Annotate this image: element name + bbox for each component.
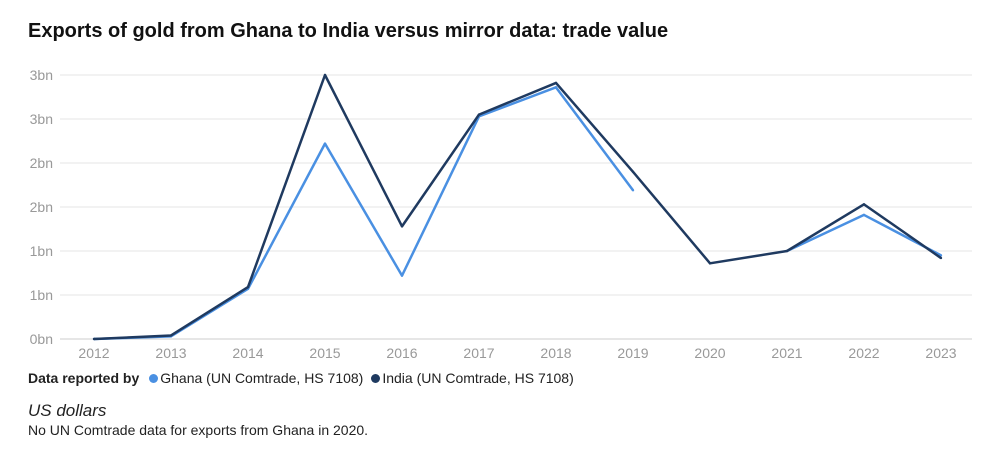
x-tick-label: 2021: [771, 345, 802, 361]
y-tick-label: 3bn: [30, 111, 53, 127]
chart-note: No UN Comtrade data for exports from Gha…: [28, 422, 369, 438]
data-point: [939, 256, 943, 260]
x-tick-label: 2016: [386, 345, 417, 361]
legend-dot: [371, 373, 381, 383]
x-tick-label: 2019: [617, 345, 648, 361]
data-point: [554, 86, 558, 89]
x-tick-label: 2023: [925, 345, 956, 361]
legend: Data reported by Ghana (UN Comtrade, HS …: [28, 370, 578, 386]
data-point: [400, 274, 404, 277]
data-point: [631, 170, 635, 173]
data-point: [323, 142, 327, 145]
data-point: [554, 81, 558, 85]
data-point: [785, 249, 789, 253]
y-tick-label: 1bn: [30, 243, 53, 259]
data-point: [631, 189, 635, 192]
data-point: [323, 73, 327, 77]
y-tick-label: 0bn: [30, 331, 53, 347]
x-tick-label: 2017: [463, 345, 494, 361]
data-point: [246, 285, 250, 289]
legend-item-india[interactable]: India (UN Comtrade, HS 7108): [371, 370, 574, 386]
y-tick-label: 2bn: [30, 199, 53, 215]
chart-title: Exports of gold from Ghana to India vers…: [28, 20, 669, 42]
legend-dot: [149, 373, 159, 383]
data-point: [92, 337, 96, 341]
x-tick-label: 2018: [540, 345, 571, 361]
legend-label: India (UN Comtrade, HS 7108): [382, 370, 574, 386]
x-tick-label: 2020: [694, 345, 725, 361]
data-point: [169, 334, 173, 337]
legend-item-ghana[interactable]: Ghana (UN Comtrade, HS 7108): [149, 370, 363, 386]
data-point: [939, 254, 943, 257]
x-tick-label: 2013: [155, 345, 186, 361]
legend-title: Data reported by: [28, 370, 140, 386]
data-point: [708, 262, 712, 265]
data-point: [400, 225, 404, 228]
y-tick-label: 3bn: [30, 67, 53, 83]
data-point: [862, 203, 866, 206]
unit-label: US dollars: [28, 401, 107, 420]
x-tick-label: 2015: [309, 345, 340, 361]
y-tick-label: 1bn: [30, 287, 53, 303]
series-line-ghana: [93, 86, 942, 341]
x-tick-label: 2012: [78, 345, 109, 361]
x-tick-label: 2022: [848, 345, 879, 361]
y-tick-label: 2bn: [30, 155, 53, 171]
data-point: [862, 213, 866, 217]
legend-label: Ghana (UN Comtrade, HS 7108): [160, 370, 364, 386]
x-tick-label: 2014: [232, 345, 263, 361]
data-point: [477, 113, 481, 116]
series-line-india: [93, 73, 942, 341]
